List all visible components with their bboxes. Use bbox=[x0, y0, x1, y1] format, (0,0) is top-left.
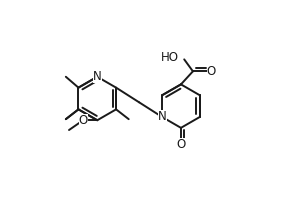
Text: HO: HO bbox=[161, 51, 179, 64]
Text: O: O bbox=[79, 114, 88, 127]
Text: N: N bbox=[93, 70, 102, 83]
Text: N: N bbox=[158, 111, 166, 124]
Text: O: O bbox=[176, 138, 185, 151]
Text: O: O bbox=[207, 65, 216, 78]
